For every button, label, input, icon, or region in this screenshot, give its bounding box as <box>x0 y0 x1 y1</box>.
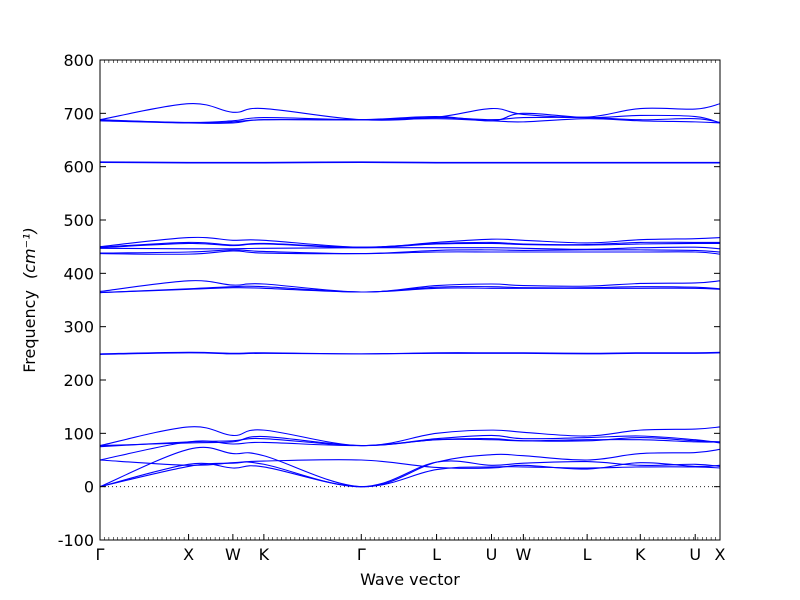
y-tick-label: 700 <box>63 104 94 123</box>
x-tick-label: X <box>183 545 194 564</box>
y-axis-label-unit: (cm⁻¹) <box>20 227 39 279</box>
series-line-8 <box>99 426 721 447</box>
series-line-22 <box>99 118 721 124</box>
x-tick-label: Γ <box>357 545 366 564</box>
y-tick-label: 600 <box>63 158 94 177</box>
y-axis-label: Frequency (cm⁻¹) <box>20 227 39 372</box>
series-line-25 <box>99 103 721 121</box>
y-tick-label: 0 <box>84 478 94 497</box>
y-axis-label-group: Frequency (cm⁻¹) <box>20 227 39 372</box>
series-group <box>99 103 721 488</box>
series-line-3 <box>99 446 721 488</box>
series-line-17 <box>99 242 721 249</box>
series-line-23 <box>99 116 721 123</box>
series-line-18 <box>99 241 720 248</box>
y-tick-label: 800 <box>63 51 94 70</box>
x-tick-label: U <box>486 545 498 564</box>
y-tick-label: 100 <box>63 424 94 443</box>
x-tick-label: W <box>225 545 241 564</box>
y-axis-label-text: Frequency <box>20 290 39 373</box>
series-line-11 <box>99 287 721 294</box>
y-tick-label: 500 <box>63 211 94 230</box>
series-line-5 <box>99 459 721 470</box>
x-tick-label: K <box>259 545 270 564</box>
series-line-7 <box>99 434 721 447</box>
series-line-24 <box>99 112 721 124</box>
x-tick-label: L <box>583 545 592 564</box>
y-tick-label: 400 <box>63 264 94 283</box>
series-line-1 <box>99 462 721 488</box>
series-line-19 <box>99 236 721 248</box>
x-tick-label: Γ <box>96 545 105 564</box>
series-line-21 <box>99 161 720 163</box>
y-tick-label: 200 <box>63 371 94 390</box>
y-tick-label: 300 <box>63 318 94 337</box>
series-line-10 <box>99 351 721 355</box>
series-line-13 <box>99 280 721 293</box>
series-line-14 <box>99 250 721 255</box>
x-tick-label: W <box>515 545 531 564</box>
x-tick-label: L <box>432 545 441 564</box>
x-tick-label: X <box>715 545 726 564</box>
x-axis-label: Wave vector <box>360 570 460 589</box>
series-line-6 <box>99 437 721 448</box>
x-tick-label: K <box>635 545 646 564</box>
series-line-16 <box>99 246 721 250</box>
y-tick-label: -100 <box>58 531 94 550</box>
x-tick-label: U <box>689 545 701 564</box>
series-line-15 <box>99 249 721 255</box>
series-line-12 <box>99 285 721 294</box>
